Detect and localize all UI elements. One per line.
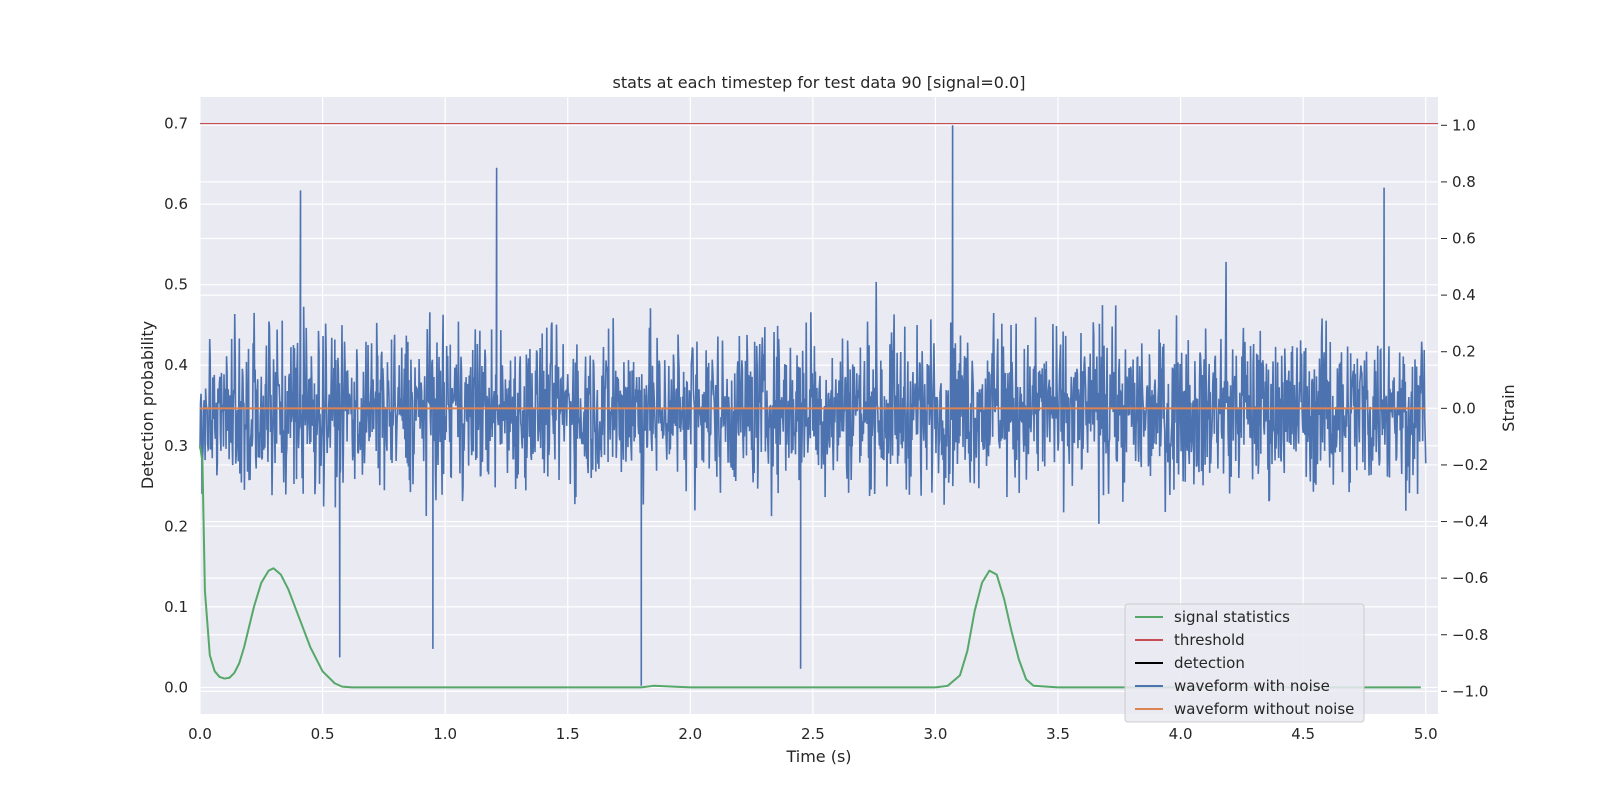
series-signal-statistics — [199, 445, 1421, 689]
y-tick-label-left: 0.4 — [164, 356, 188, 374]
x-tick-label: 2.5 — [801, 725, 825, 743]
y-tick-label-right: 0.2 — [1452, 343, 1476, 361]
chart-title: stats at each timestep for test data 90 … — [613, 73, 1026, 92]
y-tick-label-right: −1.0 — [1452, 682, 1488, 700]
series-waveform-with-noise — [199, 125, 1427, 686]
legend-label-detection: detection — [1174, 654, 1245, 672]
x-tick-label: 0.5 — [311, 725, 335, 743]
x-tick-label: 4.0 — [1169, 725, 1193, 743]
legend-label-signal-statistics: signal statistics — [1174, 608, 1290, 626]
y-tick-label-right: −0.4 — [1452, 513, 1488, 531]
legend-label-waveform-with-noise: waveform with noise — [1174, 677, 1330, 695]
y-tick-label-right: 0.0 — [1452, 399, 1476, 417]
y-tick-label-right: −0.6 — [1452, 569, 1488, 587]
y-tick-label-right: −0.2 — [1452, 456, 1488, 474]
x-tick-label: 0.0 — [188, 725, 212, 743]
line-series-layer — [199, 122, 1438, 689]
x-tick-label: 1.5 — [556, 725, 580, 743]
x-axis-label: Time (s) — [785, 747, 851, 766]
x-tick-label: 3.0 — [924, 725, 948, 743]
legend: signal statistics threshold detection wa… — [1124, 603, 1365, 723]
y-axis-label-left: Detection probability — [138, 321, 157, 489]
x-tick-label: 2.0 — [678, 725, 702, 743]
x-tick-label: 4.5 — [1291, 725, 1315, 743]
x-tick-label: 5.0 — [1414, 725, 1438, 743]
y-tick-label-left: 0.2 — [164, 517, 188, 535]
tick-layer: 0.0 0.5 1.0 1.5 2.0 2.5 3.0 3.5 4.0 4.5 5.0 0.0 0.1 0… — [164, 115, 1488, 743]
x-tick-label: 3.5 — [1046, 725, 1070, 743]
y-tick-label-right: 0.6 — [1452, 230, 1476, 248]
legend-box — [1124, 603, 1365, 723]
y-tick-label-left: 0.0 — [164, 678, 188, 696]
y-tick-label-right: −0.8 — [1452, 626, 1488, 644]
y-tick-label-left: 0.1 — [164, 598, 188, 616]
y-axis-label-right: Strain — [1499, 384, 1518, 431]
legend-label-waveform-without-noise: waveform without noise — [1174, 700, 1354, 718]
y-tick-label-left: 0.5 — [164, 276, 188, 294]
y-tick-label-right: 0.4 — [1452, 286, 1476, 304]
y-tick-label-left: 0.6 — [164, 195, 188, 213]
waveform-with-noise-layer — [199, 125, 1427, 686]
x-tick-label: 1.0 — [433, 725, 457, 743]
legend-label-threshold: threshold — [1174, 631, 1245, 649]
y-tick-label-right: 0.8 — [1452, 173, 1476, 191]
y-tick-label-right: 1.0 — [1452, 116, 1476, 134]
y-tick-label-left: 0.7 — [164, 115, 188, 133]
y-tick-label-left: 0.3 — [164, 437, 188, 455]
